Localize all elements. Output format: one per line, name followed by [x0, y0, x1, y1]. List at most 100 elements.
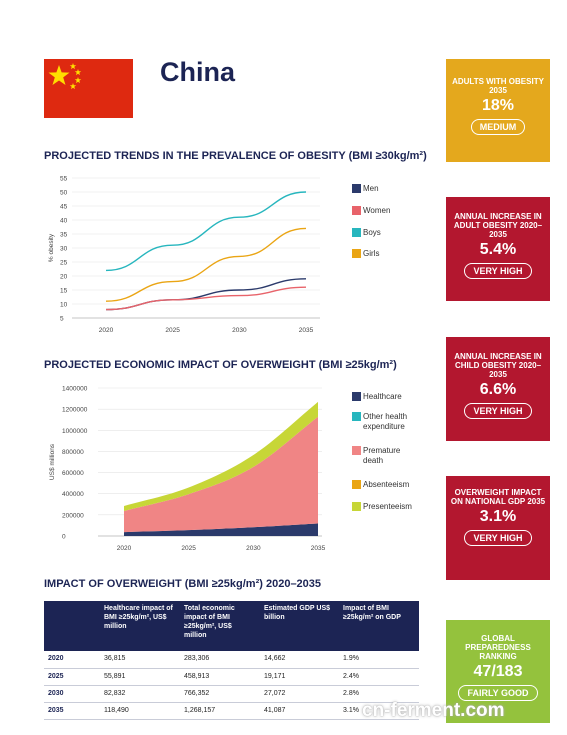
table-cell: 2025 [44, 668, 100, 686]
x-tick-label: 2030 [232, 327, 247, 334]
table-row: 2035 118,490 1,268,157 41,087 3.1% [44, 702, 419, 720]
y-tick-label: 5 [60, 316, 64, 323]
indicator-rating-badge: FAIRLY GOOD [458, 685, 538, 701]
indicator-heading: GLOBAL PREPAREDNESS RANKING [465, 634, 531, 661]
y-tick-label: 1400000 [62, 386, 88, 393]
table-header-cell: Estimated GDP US$ billion [260, 601, 339, 651]
legend-label: Presenteeism [363, 502, 412, 511]
indicator-box-preparedness: GLOBAL PREPAREDNESS RANKING 47/183 FAIRL… [446, 620, 550, 723]
y-tick-label: 55 [60, 176, 68, 183]
indicator-value: 6.6% [479, 381, 517, 398]
indicator-box-adult-increase: ANNUAL INCREASE IN ADULT OBESITY 2020–20… [446, 197, 550, 301]
y-tick-label: 20 [60, 274, 68, 281]
y-tick-label: 1000000 [62, 428, 88, 435]
table-cell: 766,352 [180, 685, 260, 703]
legend-label: Men [363, 184, 379, 193]
table-header-cell: Impact of BMI ≥25kg/m² on GDP [339, 601, 419, 651]
china-flag [44, 59, 133, 118]
table-header-row: Healthcare impact of BMI ≥25kg/m², US$ m… [44, 601, 419, 651]
table-cell: 2.4% [339, 668, 419, 686]
x-tick-label: 2030 [246, 545, 261, 552]
table-cell: 1,268,157 [180, 702, 260, 720]
table-row: 2030 82,832 766,352 27,072 2.8% [44, 685, 419, 703]
table-header-cell: Healthcare impact of BMI ≥25kg/m², US$ m… [100, 601, 180, 651]
indicator-rating-badge: VERY HIGH [464, 530, 532, 546]
legend-swatch [352, 206, 361, 215]
indicator-rating-badge: MEDIUM [470, 119, 526, 135]
table-cell: 118,490 [100, 702, 180, 720]
y-tick-label: 10 [60, 302, 68, 309]
indicator-heading: OVERWEIGHT IMPACT ON NATIONAL GDP 2035 [450, 488, 546, 506]
table-row: 2020 36,815 283,306 14,662 1.9% [44, 651, 419, 669]
legend-swatch [352, 249, 361, 258]
legend-swatch [352, 184, 361, 193]
legend-label: Women [363, 206, 391, 215]
legend-swatch [352, 446, 361, 455]
indicator-value: 3.1% [479, 508, 517, 525]
table-cell: 82,832 [100, 685, 180, 703]
area-series-healthcare [124, 523, 318, 536]
y-tick-label: 200000 [62, 512, 84, 519]
legend-label: Boys [363, 228, 381, 237]
y-tick-label: 35 [60, 232, 68, 239]
indicator-value: 47/183 [473, 663, 523, 680]
series-line-girls [105, 227, 307, 302]
y-tick-label: 400000 [62, 491, 84, 498]
x-tick-label: 2035 [311, 545, 326, 552]
impact-table: Healthcare impact of BMI ≥25kg/m², US$ m… [44, 601, 419, 720]
indicator-box-child-increase: ANNUAL INCREASE IN CHILD OBESITY 2020–20… [446, 337, 550, 441]
country-title: China [160, 57, 236, 87]
legend-swatch [352, 392, 361, 401]
legend-label: Absenteeism [363, 480, 410, 489]
y-tick-label: 1200000 [62, 407, 88, 414]
x-tick-label: 2035 [299, 327, 314, 334]
table-cell: 14,662 [260, 651, 339, 669]
y-tick-label: 800000 [62, 449, 84, 456]
economic-section-title: PROJECTED ECONOMIC IMPACT OF OVERWEIGHT … [44, 359, 397, 371]
indicator-heading: ADULTS WITH OBESITY 2035 [452, 77, 544, 95]
table-cell: 2035 [44, 702, 100, 720]
flag-stars-icon [48, 63, 82, 90]
indicator-heading: ANNUAL INCREASE IN CHILD OBESITY 2020–20… [454, 352, 542, 379]
table-cell: 458,913 [180, 668, 260, 686]
y-axis-label: US$ millions [49, 443, 56, 480]
indicator-rating-badge: VERY HIGH [464, 263, 532, 279]
y-tick-label: 15 [60, 288, 68, 295]
table-cell: 27,072 [260, 685, 339, 703]
x-tick-label: 2025 [165, 327, 180, 334]
indicator-heading: ANNUAL INCREASE IN ADULT OBESITY 2020–20… [453, 212, 543, 239]
table-cell: 2020 [44, 651, 100, 669]
trends-section-title: PROJECTED TRENDS IN THE PREVALENCE OF OB… [44, 150, 427, 162]
legend-swatch [352, 228, 361, 237]
table-cell: 1.9% [339, 651, 419, 669]
indicator-value: 18% [481, 97, 515, 114]
table-cell: 36,815 [100, 651, 180, 669]
y-axis-label: % obesity [48, 233, 55, 262]
table-row: 2025 55,891 458,913 19,171 2.4% [44, 668, 419, 686]
legend-label: Other health expenditure [363, 412, 408, 431]
indicator-value: 5.4% [479, 241, 517, 258]
watermark-text: cn-ferment.com [362, 700, 505, 721]
table-header-cell: Total economic impact of BMI ≥25kg/m², U… [180, 601, 260, 651]
x-tick-label: 2025 [181, 545, 196, 552]
table-cell: 2030 [44, 685, 100, 703]
series-line-women [105, 286, 307, 311]
y-tick-label: 600000 [62, 470, 84, 477]
table-cell: 2.8% [339, 685, 419, 703]
table-cell: 283,306 [180, 651, 260, 669]
economic-impact-area-chart: 0 200000 400000 600000 800000 1000000 1200000 1… [49, 386, 326, 553]
table-cell: 41,087 [260, 702, 339, 720]
x-tick-label: 2020 [99, 327, 114, 334]
table-cell: 55,891 [100, 668, 180, 686]
legend-label: Premature death [363, 446, 401, 465]
y-tick-label: 40 [60, 218, 68, 225]
impact-section-title: IMPACT OF OVERWEIGHT (BMI ≥25kg/m²) 2020… [44, 578, 322, 590]
y-tick-label: 0 [62, 534, 66, 541]
legend-label: Healthcare [363, 392, 402, 401]
area-series-premature-death [124, 416, 318, 533]
legend-label: Girls [363, 249, 380, 258]
table-cell: 3.1% [339, 702, 419, 720]
table-header-cell [44, 601, 100, 651]
legend-swatch [352, 480, 361, 489]
